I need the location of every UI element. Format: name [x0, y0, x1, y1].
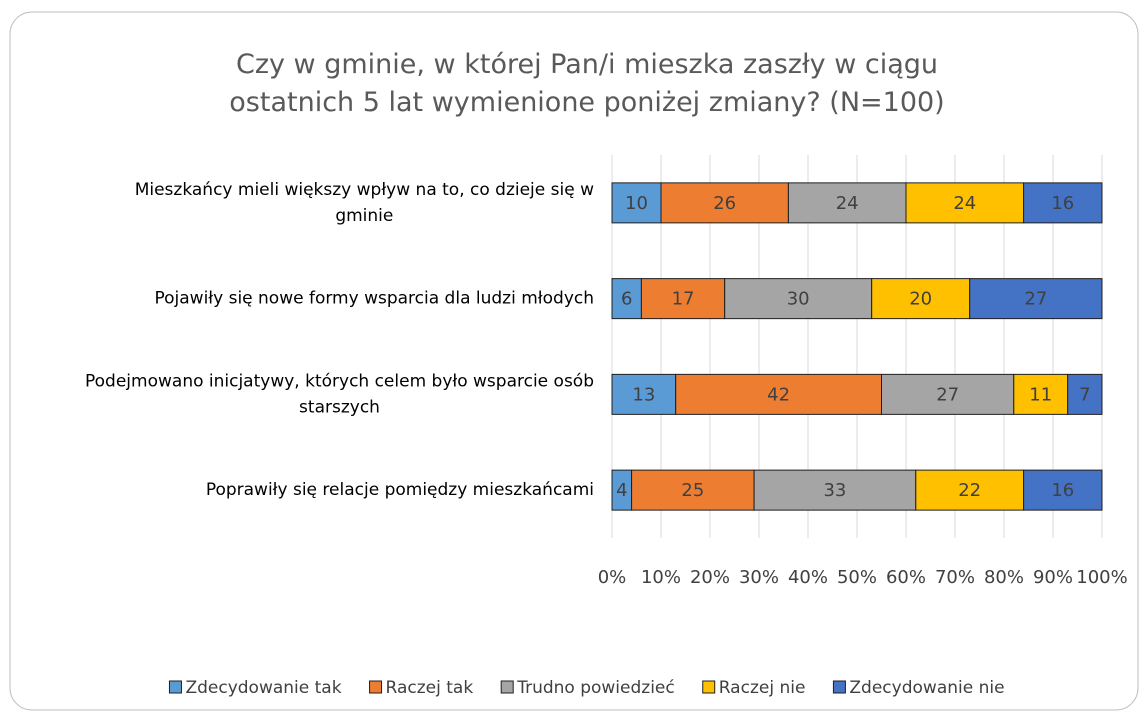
data-label: 42 [767, 384, 790, 405]
data-label: 7 [1079, 384, 1090, 405]
bar-segment [1023, 469, 1103, 511]
data-label: 22 [958, 480, 981, 501]
bar-segment [915, 469, 1025, 511]
category-label: Poprawiły się relacje pomiędzy mieszkańc… [206, 480, 594, 500]
data-label: 11 [1029, 384, 1052, 405]
bar-segment [660, 182, 789, 224]
bar-segment [611, 278, 642, 320]
legend-swatch [369, 680, 383, 694]
legend-swatch [168, 680, 182, 694]
x-tick-label: 40% [788, 567, 828, 588]
data-label: 30 [787, 289, 810, 310]
bar-segment [753, 469, 917, 511]
data-label: 24 [836, 193, 859, 214]
bar-segment [611, 182, 662, 224]
data-label: 17 [672, 289, 695, 310]
bar-segment [611, 373, 677, 415]
bar-segment [871, 278, 971, 320]
bar-segment [640, 278, 726, 320]
bar-segment [787, 182, 907, 224]
data-label: 4 [616, 480, 627, 501]
category-label: Pojawiły się nowe formy wsparcia dla lud… [154, 289, 594, 309]
data-label: 33 [823, 480, 846, 501]
x-tick-label: 30% [739, 567, 779, 588]
chart-title: Czy w gminie, w której Pan/i mieszka zas… [229, 49, 944, 118]
data-label: 25 [681, 480, 704, 501]
x-tick-label: 60% [886, 567, 926, 588]
x-tick-label: 0% [598, 567, 627, 588]
data-label: 26 [713, 193, 736, 214]
legend-swatch [500, 680, 514, 694]
data-label: 6 [621, 289, 632, 310]
data-label: 16 [1051, 193, 1074, 214]
x-tick-label: 10% [641, 567, 681, 588]
x-tick-label: 100% [1076, 567, 1127, 588]
legend: Zdecydowanie tak Raczej tak Trudno powiedz… [168, 678, 1005, 698]
x-tick-label: 80% [984, 567, 1024, 588]
category-label: Podejmowano inicjatywy, których celem by… [85, 371, 594, 417]
data-label: 27 [936, 384, 959, 405]
bar-segment [1013, 373, 1069, 415]
legend-label: Zdecydowanie tak [185, 678, 341, 698]
bar-segment [724, 278, 873, 320]
bar-segment [1023, 182, 1103, 224]
x-tick-label: 70% [935, 567, 975, 588]
bar-segment [969, 278, 1103, 320]
data-label: 16 [1051, 480, 1074, 501]
bar-segment [1067, 373, 1103, 415]
legend-swatch [832, 680, 846, 694]
legend-label: Zdecydowanie nie [849, 678, 1004, 698]
legend-label: Raczej tak [386, 678, 474, 698]
bar-segment [675, 373, 883, 415]
x-tick-label: 50% [837, 567, 877, 588]
legend-label: Trudno powiedzieć [516, 678, 675, 698]
data-label: 10 [625, 193, 648, 214]
bar-segment [905, 182, 1025, 224]
data-label: 13 [632, 384, 655, 405]
x-tick-label: 90% [1033, 567, 1073, 588]
legend-label: Raczej nie [719, 678, 806, 698]
data-label: 27 [1024, 289, 1047, 310]
legend-swatch [702, 680, 716, 694]
category-label: Mieszkańcy mieli większy wpływ na to, co… [135, 180, 594, 226]
data-label: 24 [953, 193, 976, 214]
bar-segment [881, 373, 1015, 415]
data-label: 20 [909, 289, 932, 310]
x-tick-label: 20% [690, 567, 730, 588]
bar-segment [631, 469, 755, 511]
